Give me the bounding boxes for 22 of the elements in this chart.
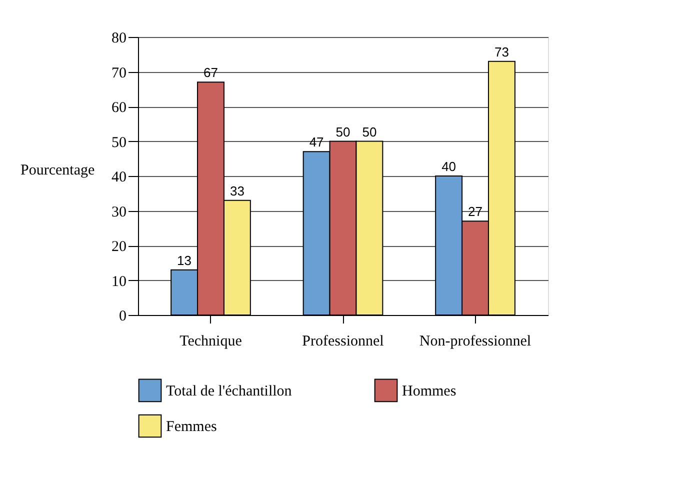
data-label: 50: [362, 124, 377, 140]
y-tick-label: 20: [112, 239, 126, 255]
y-tick-label: 0: [119, 308, 126, 324]
y-axis-title: Pourcentage: [20, 162, 95, 178]
data-label: 13: [177, 252, 192, 268]
data-label: 73: [494, 44, 509, 60]
y-tick-label: 40: [112, 170, 126, 186]
y-tick-label: 10: [112, 274, 126, 290]
legend-label: Hommes: [402, 383, 456, 400]
x-tick-label: Non-professionnel: [419, 334, 532, 350]
legend-label: Total de l'échantillon: [166, 383, 292, 400]
x-tick-label: Technique: [180, 334, 242, 350]
data-label: 40: [442, 159, 456, 174]
y-tick-label: 60: [112, 100, 126, 116]
data-label: 33: [230, 183, 244, 198]
y-tick-label: 30: [112, 204, 126, 220]
y-tick-label: 70: [112, 65, 126, 82]
y-tick-label: 80: [112, 30, 126, 46]
data-label: 50: [336, 124, 350, 140]
y-tick-label: 50: [112, 134, 126, 151]
x-tick-label: Professionnel: [302, 334, 384, 350]
legend-label: Femmes: [166, 419, 217, 435]
